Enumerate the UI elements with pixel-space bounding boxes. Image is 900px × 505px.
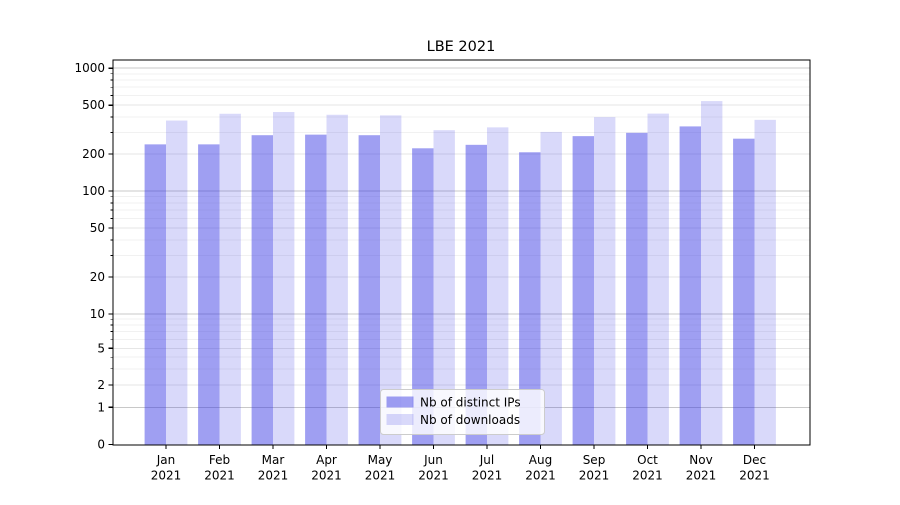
x-tick-label-year: 2021 [204, 469, 235, 483]
bar-distinct-ips [679, 126, 701, 445]
x-tick-label-month: Sep [583, 453, 606, 467]
legend: Nb of distinct IPs Nb of downloads [380, 389, 545, 435]
bar-distinct-ips [305, 134, 327, 445]
x-tick-label-year: 2021 [365, 469, 396, 483]
bar-downloads [433, 130, 455, 445]
chart-title: LBE 2021 [427, 39, 496, 55]
x-tick-label-month: Mar [262, 453, 285, 467]
x-tick-label-year: 2021 [579, 469, 610, 483]
x-tick-label-month: Jul [479, 453, 494, 467]
bar-distinct-ips [465, 144, 487, 445]
x-tick-label-year: 2021 [525, 469, 556, 483]
legend-swatch-downloads [386, 414, 414, 425]
bar-distinct-ips [626, 132, 648, 445]
bar-downloads [219, 113, 241, 446]
bar-downloads [594, 117, 616, 446]
bar-distinct-ips [251, 135, 273, 445]
x-tick-label-month: Jun [423, 453, 443, 467]
axes: 0 1 2 5 10 20 50 100 200 500 1000 Jan 2021 Feb 2021 Mar… [74, 59, 811, 483]
bar-downloads [487, 127, 509, 445]
y-tick-label: 10 [90, 307, 105, 321]
y-tick-label: 20 [90, 270, 105, 284]
bar-distinct-ips [358, 135, 380, 445]
bar-distinct-ips [144, 144, 166, 445]
x-tick-label-month: May [368, 453, 393, 467]
y-tick-label: 500 [82, 98, 105, 112]
plot-border [112, 59, 811, 446]
x-tick-label-month: Nov [689, 453, 712, 467]
y-tick-label: 200 [82, 147, 105, 161]
legend-label-downloads: Nb of downloads [420, 413, 520, 427]
x-tick-label-year: 2021 [632, 469, 663, 483]
x-tick-label-year: 2021 [472, 469, 503, 483]
legend-swatch-distinct-ips [386, 396, 414, 408]
bar-distinct-ips [733, 138, 755, 445]
x-tick-label-year: 2021 [686, 469, 717, 483]
bar-downloads [273, 112, 295, 446]
y-tick-label: 100 [82, 184, 105, 198]
bar-downloads [540, 131, 562, 445]
legend-label-distinct-ips: Nb of distinct IPs [420, 396, 521, 410]
x-tick-label-month: Jan [156, 453, 176, 467]
x-tick-label-year: 2021 [739, 469, 770, 483]
bar-distinct-ips [198, 144, 220, 445]
bar-downloads [326, 114, 348, 445]
x-tick-label-month: Feb [209, 453, 230, 467]
bar-distinct-ips [519, 152, 541, 445]
y-tick-label: 1 [97, 400, 105, 414]
bar-downloads [166, 120, 188, 445]
bar-distinct-ips [412, 148, 434, 445]
bars [144, 101, 776, 446]
bar-downloads [380, 115, 402, 445]
y-tick-label: 2 [97, 378, 105, 392]
bar-downloads [754, 119, 776, 445]
x-tick-label-month: Dec [743, 453, 766, 467]
y-tick-label: 5 [97, 341, 105, 355]
gridlines [113, 67, 810, 408]
x-tick-label-year: 2021 [151, 469, 182, 483]
y-tick-label: 50 [90, 221, 105, 235]
x-tick-label-month: Oct [637, 453, 658, 467]
bar-downloads [701, 101, 723, 445]
bar-downloads [647, 113, 669, 445]
legend-box [380, 389, 545, 435]
y-tick-label: 0 [97, 438, 105, 452]
x-tick-label-year: 2021 [418, 469, 449, 483]
bar-distinct-ips [572, 136, 594, 445]
x-tick-label-year: 2021 [311, 469, 342, 483]
y-tick-label: 1000 [74, 61, 105, 75]
x-tick-label-month: Aug [529, 453, 552, 467]
x-tick-label-year: 2021 [258, 469, 289, 483]
x-tick-label-month: Apr [316, 453, 337, 467]
